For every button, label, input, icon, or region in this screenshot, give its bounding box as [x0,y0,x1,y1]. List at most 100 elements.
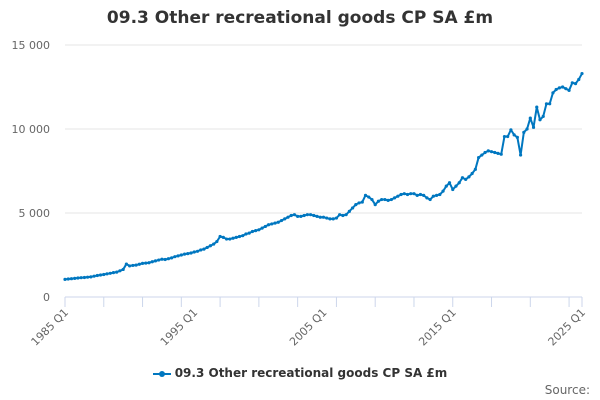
data-point [405,192,410,197]
data-point [131,263,135,268]
data-point [551,91,555,95]
data-point [231,236,235,240]
data-point [418,192,423,197]
data-point [431,194,435,198]
data-point [260,226,264,230]
data-point [276,220,280,224]
x-tick-label: 2005 Q1 [287,306,330,349]
data-point [509,128,513,132]
data-point [173,255,177,259]
data-point [212,242,216,246]
data-point [557,86,561,90]
data-point [325,216,329,220]
data-point [321,215,326,219]
data-point [98,273,103,277]
data-point [111,271,116,275]
data-point [577,77,581,82]
data-point [331,217,335,221]
data-point [208,244,213,248]
legend-series-marker [152,370,171,377]
data-point [567,88,571,92]
data-point [347,209,351,213]
data-point [531,125,536,129]
data-point [250,229,255,234]
data-point [506,134,510,139]
data-point [548,102,552,106]
data-point [486,149,490,153]
data-point [86,275,90,279]
data-point [76,276,80,280]
data-point [412,192,416,196]
data-point [128,264,132,268]
data-point [464,177,468,181]
data-point [144,261,148,265]
data-point [170,256,174,260]
data-point [473,167,477,171]
data-point [380,197,384,202]
data-point [140,261,145,265]
data-point [499,152,503,156]
data-point [315,214,319,218]
data-point [467,175,471,179]
data-point [370,197,374,202]
data-point [483,150,487,155]
data-point [457,181,461,185]
data-point [367,195,371,199]
data-point [179,253,183,257]
data-point [415,193,419,197]
data-point [477,155,481,160]
chart-title: 09.3 Other recreational goods CP SA £m [106,8,494,28]
data-point [150,260,154,264]
data-point [425,196,429,200]
series-line [64,73,583,281]
data-point [95,273,99,278]
data-point [502,134,507,139]
data-point [289,213,293,218]
data-point [312,213,316,218]
data-point [386,198,390,202]
data-point [522,130,526,134]
legend[interactable]: 09.3 Other recreational goods CP SA £m [0,366,600,380]
data-point [451,187,455,192]
data-point [82,275,86,280]
data-point [270,222,274,226]
data-point [392,196,397,200]
data-point [254,229,258,233]
data-point [296,214,300,218]
data-point [157,258,161,262]
data-point [302,213,306,218]
data-point [441,189,445,193]
data-point [341,213,345,218]
data-point [389,197,393,202]
y-tick-label: 15 000 [12,39,51,52]
x-tick-label: 1995 Q1 [158,306,201,349]
data-point [199,248,203,252]
data-point [305,213,309,217]
data-point [292,213,297,217]
y-tick-label: 10 000 [12,123,51,136]
data-point [519,153,523,157]
data-point [561,85,565,89]
data-point [228,237,232,241]
data-point [422,193,426,197]
data-point [357,201,361,205]
data-point [89,275,93,279]
x-tick-label: 2025 Q1 [546,306,589,349]
data-point [544,102,549,106]
data-point [447,181,452,185]
data-point [350,206,355,210]
data-point [237,234,242,239]
data-point [493,150,497,155]
data-point [108,271,112,275]
data-point [186,252,190,256]
data-point [218,234,222,239]
data-point [69,277,74,281]
data-point [480,153,484,157]
data-point [66,277,70,281]
y-tick-label: 5 000 [19,207,51,220]
data-point [263,224,267,229]
data-point [244,232,248,236]
data-point [115,270,119,274]
data-point [344,213,348,217]
